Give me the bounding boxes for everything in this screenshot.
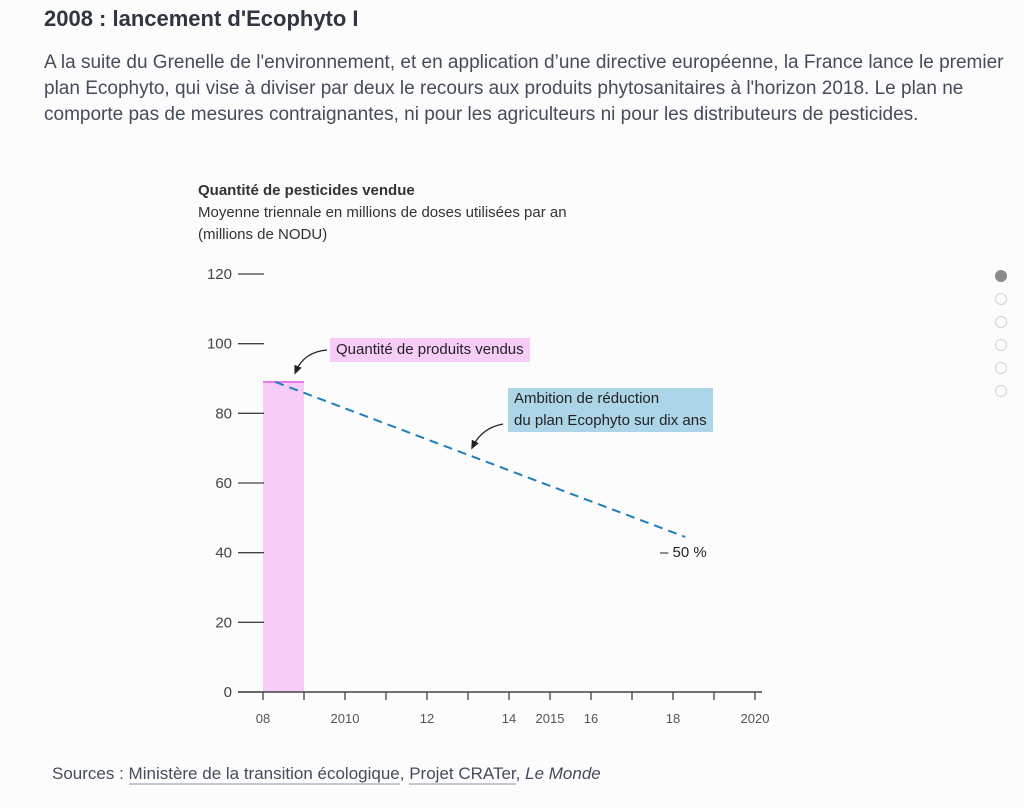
sources-sep-2: , [515, 764, 526, 783]
pager-dot[interactable] [995, 339, 1007, 351]
x-tick-label: 2020 [741, 711, 770, 726]
y-tick-label: 100 [207, 336, 232, 353]
sources-prefix: Sources : [52, 764, 129, 783]
line-annotation-line2: du plan Ecophyto sur dix ans [514, 412, 707, 429]
line-annotation-arrow [471, 423, 504, 450]
reduction-label: – 50 % [660, 544, 707, 561]
line-annotation-line1: Ambition de réduction [514, 390, 660, 407]
line-annotation: Ambition de réduction du plan Ecophyto s… [508, 388, 713, 432]
y-tick-label: 40 [215, 545, 232, 562]
sources: Sources : Ministère de la transition éco… [52, 764, 601, 785]
y-tick-label: 80 [215, 405, 232, 422]
chart-subtitle-1: Moyenne triennale en millions de doses u… [198, 204, 567, 221]
chart-title: Quantité de pesticides vendue [198, 182, 415, 199]
chart-subtitle-2: (millions de NODU) [198, 226, 328, 243]
y-tick-label: 120 [207, 266, 232, 283]
target-reduction-line [274, 381, 686, 538]
x-tick-label: 18 [666, 711, 680, 726]
pager-dot[interactable] [995, 362, 1007, 374]
source-le-monde: Le Monde [525, 764, 601, 783]
x-tick-label: 2015 [536, 711, 565, 726]
pager-dot[interactable] [995, 270, 1007, 282]
pager-dot[interactable] [995, 293, 1007, 305]
chart-header: Quantité de pesticides vendue Moyenne tr… [198, 180, 567, 246]
slide-pager [995, 270, 1009, 408]
bar [263, 381, 304, 692]
source-link-ministere[interactable]: Ministère de la transition écologique [128, 764, 400, 785]
bar-annotation: Quantité de produits vendus [330, 338, 530, 362]
y-tick-label: 20 [215, 614, 232, 631]
x-tick-label: 16 [584, 711, 598, 726]
intro-paragraph: A la suite du Grenelle de l'environnemen… [44, 52, 1004, 125]
x-tick-label: 08 [256, 711, 270, 726]
section-title: 2008 : lancement d'Ecophyto I [44, 6, 359, 31]
sources-sep-1: , [399, 764, 410, 783]
pager-dot[interactable] [995, 385, 1007, 397]
x-tick-label: 14 [502, 711, 516, 726]
source-link-crater[interactable]: Projet CRATer [409, 764, 516, 785]
x-tick-label: 2010 [331, 711, 360, 726]
y-tick-label: 60 [215, 475, 232, 492]
bar-annotation-arrow [294, 349, 328, 375]
pager-dot[interactable] [995, 316, 1007, 328]
x-tick-label: 12 [420, 711, 434, 726]
y-tick-label: 0 [224, 684, 232, 701]
